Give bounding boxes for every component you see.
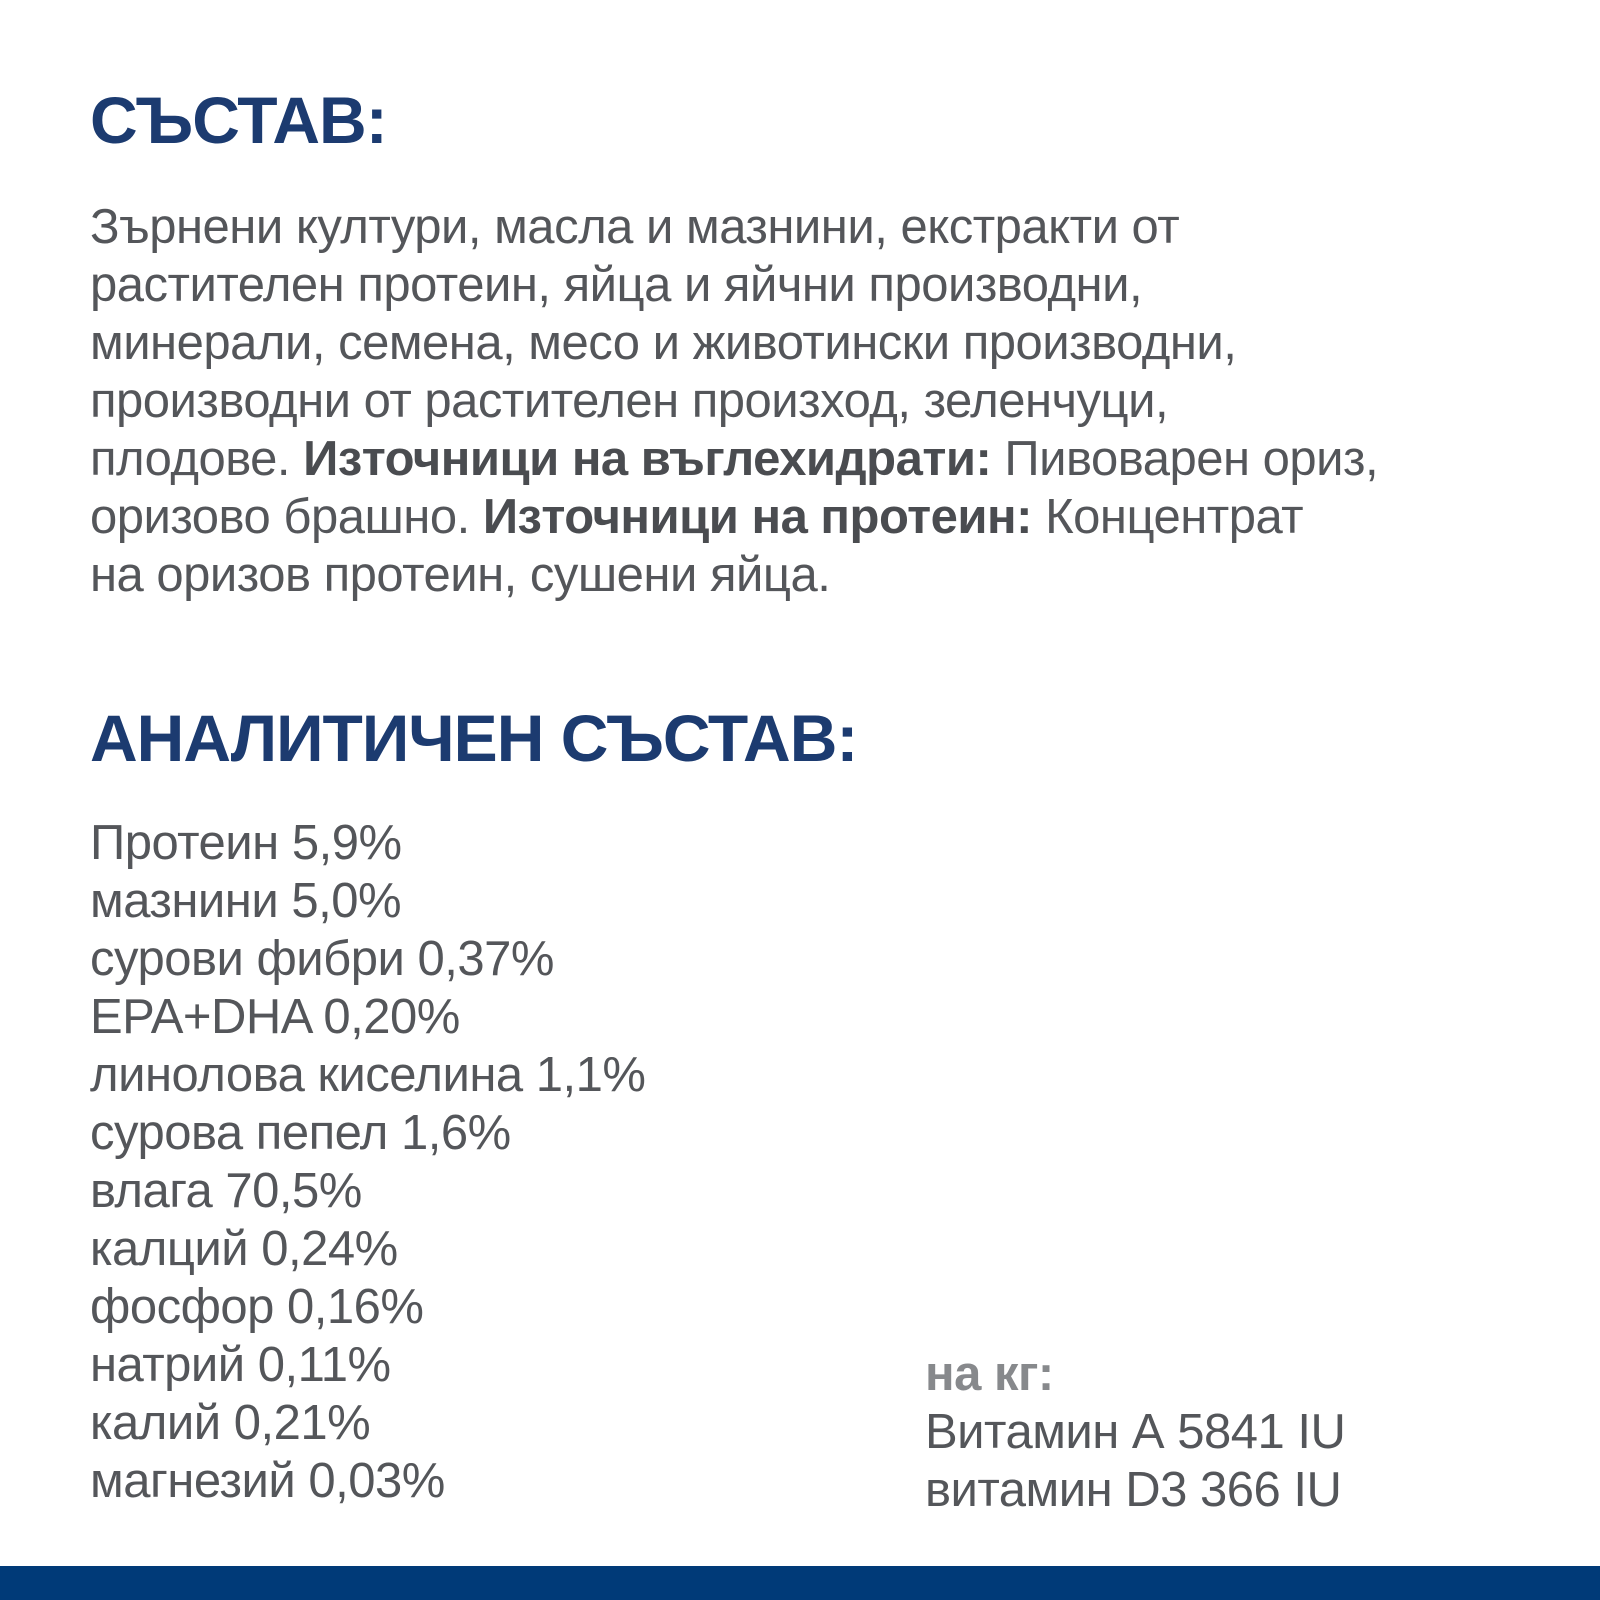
vitamin-d3-line: витамин D3 366 IU <box>925 1463 1342 1517</box>
composition-line: минерали, семена, месо и животински прои… <box>90 314 1560 372</box>
composition-text: Пивоварен ориз, <box>991 432 1379 486</box>
composition-text: оризово брашно. <box>90 490 483 544</box>
composition-text: Зърнени култури, масла и мазнини, екстра… <box>90 200 1180 254</box>
item-label: сурови фибри <box>90 932 405 986</box>
composition-line: Зърнени култури, масла и мазнини, екстра… <box>90 198 1560 256</box>
item-value: 5,0% <box>291 874 402 928</box>
item-value: 0,24% <box>261 1222 398 1276</box>
item-label: сурова пепел <box>90 1106 388 1160</box>
item-label: магнезий <box>90 1454 296 1508</box>
item-label: EPA+DHA <box>90 990 311 1044</box>
analytical-item: калий 0,21% <box>90 1394 645 1452</box>
item-label: фосфор <box>90 1280 274 1334</box>
item-label: влага <box>90 1164 213 1218</box>
analytical-item: влага 70,5% <box>90 1162 645 1220</box>
analytical-item: натрий 0,11% <box>90 1336 645 1394</box>
item-value: 0,37% <box>417 932 554 986</box>
item-value: 0,03% <box>308 1454 445 1508</box>
composition-text: на оризов протеин, сушени яйца. <box>90 548 831 602</box>
vitamin-a-line: Витамин А 5841 IU <box>925 1405 1346 1459</box>
composition-text: производни от растителен произход, зелен… <box>90 374 1169 428</box>
analytical-section-title: АНАЛИТИЧЕН СЪСТАВ: <box>90 701 858 775</box>
carbohydrate-sources-emphasis: Източници на въглехидрати: <box>303 432 992 486</box>
analytical-composition-list: Протеин 5,9% мазнини 5,0% сурови фибри 0… <box>90 814 646 1510</box>
composition-text: Концентрат <box>1031 490 1304 544</box>
analytical-item: сурови фибри 0,37% <box>90 930 645 988</box>
item-value: 0,11% <box>257 1338 391 1392</box>
item-value: 1,6% <box>400 1106 511 1160</box>
analytical-item: калций 0,24% <box>90 1220 645 1278</box>
item-label: натрий <box>90 1338 245 1392</box>
composition-line: растителен протеин, яйца и яйчни произво… <box>90 256 1560 314</box>
analytical-item: сурова пепел 1,6% <box>90 1104 645 1162</box>
composition-line: оризово брашно. Източници на протеин: Ко… <box>90 488 1560 546</box>
analytical-item: мазнини 5,0% <box>90 872 645 930</box>
per-kg-vitamins-block: на кг: Витамин А 5841 IU витамин D3 366 … <box>925 1345 1346 1519</box>
composition-text: минерали, семена, месо и животински прои… <box>90 316 1237 370</box>
item-value: 70,5% <box>225 1164 362 1218</box>
item-label: калий <box>90 1396 221 1450</box>
item-value: 0,20% <box>323 990 460 1044</box>
per-kg-label: на кг: <box>925 1347 1054 1401</box>
item-value: 5,9% <box>291 816 402 870</box>
analytical-item: Протеин 5,9% <box>90 814 645 872</box>
protein-sources-emphasis: Източници на протеин: <box>482 490 1033 544</box>
composition-line: производни от растителен произход, зелен… <box>90 372 1560 430</box>
analytical-item: линолова киселина 1,1% <box>90 1046 646 1104</box>
item-label: Протеин <box>90 816 279 870</box>
composition-section-title: СЪСТАВ: <box>90 83 388 157</box>
item-value: 1,1% <box>535 1048 646 1102</box>
analytical-item: фосфор 0,16% <box>90 1278 645 1336</box>
item-value: 0,21% <box>233 1396 371 1450</box>
analytical-item: магнезий 0,03% <box>90 1452 645 1510</box>
item-label: калций <box>90 1222 249 1276</box>
analytical-item: EPA+DHA 0,20% <box>90 988 645 1046</box>
item-value: 0,16% <box>287 1280 424 1334</box>
item-label: мазнини <box>90 874 279 928</box>
item-label: линолова киселина <box>90 1048 523 1102</box>
composition-line: на оризов протеин, сушени яйца. <box>90 546 1560 604</box>
composition-line: плодове. Източници на въглехидрати: Пиво… <box>90 430 1560 488</box>
composition-text: плодове. <box>90 432 304 486</box>
composition-text: растителен протеин, яйца и яйчни произво… <box>90 258 1143 312</box>
footer-brand-bar <box>0 1566 1600 1600</box>
composition-paragraph: Зърнени култури, масла и мазнини, екстра… <box>90 198 1560 604</box>
